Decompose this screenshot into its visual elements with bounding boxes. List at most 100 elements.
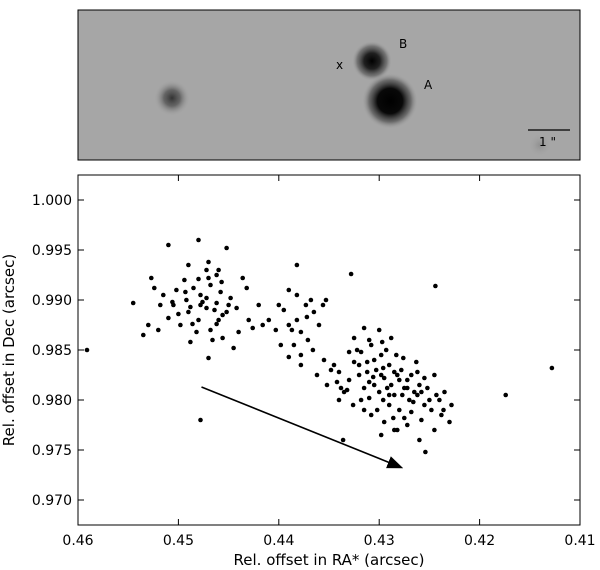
scale-bar-label: 1 " [539, 135, 556, 149]
data-point [354, 347, 360, 353]
data-point [346, 349, 352, 355]
data-point [356, 362, 362, 368]
y-tick-label: 0.975 [32, 443, 72, 459]
data-point [397, 407, 402, 413]
data-point [415, 392, 420, 398]
data-point [286, 287, 292, 293]
data-point [224, 309, 229, 315]
data-point [212, 307, 217, 313]
scatter-chart: 0.970 0.975 0.980 0.985 0.990 0.995 1.000 0.46… [0, 174, 596, 569]
data-point [366, 379, 372, 385]
data-point [304, 314, 310, 320]
data-point [334, 379, 340, 385]
data-point [399, 367, 404, 373]
data-point [206, 259, 211, 265]
data-point [176, 311, 181, 317]
data-point [449, 402, 454, 408]
y-tick-label: 0.985 [32, 343, 72, 359]
data-point [336, 397, 342, 403]
data-point [228, 295, 233, 301]
data-point [303, 302, 309, 308]
data-point [379, 339, 385, 345]
data-point [188, 339, 193, 345]
data-point [141, 332, 146, 338]
data-point [216, 317, 221, 323]
data-point [260, 322, 266, 328]
image-panel: x B A 1 " [77, 9, 581, 161]
data-point [419, 389, 424, 395]
data-point [156, 327, 161, 333]
data-point [386, 402, 392, 408]
data-point [183, 289, 188, 295]
data-point [346, 377, 352, 383]
x-axis-label: Rel. offset in RA* (arcsec) [234, 551, 425, 569]
y-axis: 0.970 0.975 0.980 0.985 0.990 0.995 1.000 [32, 193, 580, 509]
data-point [234, 305, 239, 311]
data-point [350, 402, 356, 408]
data-point [549, 365, 555, 371]
data-point [336, 369, 342, 375]
data-point [204, 305, 209, 311]
data-point [394, 352, 399, 358]
data-point [371, 382, 377, 388]
data-point [402, 415, 407, 421]
data-point [386, 362, 392, 368]
data-point [236, 329, 241, 335]
data-point [161, 292, 166, 298]
data-point [433, 283, 438, 289]
data-point [338, 385, 344, 391]
data-point [374, 407, 380, 413]
data-point [308, 297, 314, 303]
data-point [289, 327, 295, 333]
data-point [380, 397, 386, 403]
data-point [190, 321, 195, 327]
data-point [351, 335, 357, 341]
data-point [400, 392, 405, 398]
data-point [166, 315, 171, 321]
x-tick-label: 0.41 [564, 533, 595, 549]
data-point [196, 237, 201, 243]
data-points [84, 237, 555, 455]
data-point [146, 322, 151, 328]
data-point [266, 317, 272, 323]
data-point [206, 275, 211, 281]
data-point [298, 352, 304, 358]
data-point [376, 327, 382, 333]
data-point [427, 397, 432, 403]
data-point [411, 399, 416, 405]
motion-arrow [201, 386, 404, 469]
data-point [348, 271, 354, 277]
data-point [328, 367, 334, 373]
data-point [84, 347, 90, 353]
data-point [392, 369, 397, 375]
data-point [412, 389, 417, 395]
data-point [286, 322, 292, 328]
data-point [373, 367, 379, 373]
data-point [422, 402, 427, 408]
data-point [182, 277, 187, 283]
data-point [429, 407, 434, 413]
data-point [231, 345, 236, 351]
data-point [196, 317, 201, 323]
data-point [208, 327, 213, 333]
data-point [210, 337, 215, 343]
data-point [417, 382, 422, 388]
data-point [216, 267, 221, 273]
data-point [376, 389, 382, 395]
data-point [358, 349, 364, 355]
data-point [388, 382, 394, 388]
y-tick-label: 0.980 [32, 393, 72, 409]
data-point [371, 357, 377, 363]
data-point [186, 262, 191, 268]
data-point [368, 342, 374, 348]
data-point [294, 317, 300, 323]
data-point [405, 377, 410, 383]
data-point [220, 335, 225, 341]
data-point [281, 307, 287, 313]
data-point [186, 309, 191, 315]
y-tick-label: 0.970 [32, 493, 72, 509]
data-point [384, 385, 390, 391]
data-point [214, 321, 219, 327]
data-point [171, 302, 176, 308]
data-point [224, 245, 229, 251]
